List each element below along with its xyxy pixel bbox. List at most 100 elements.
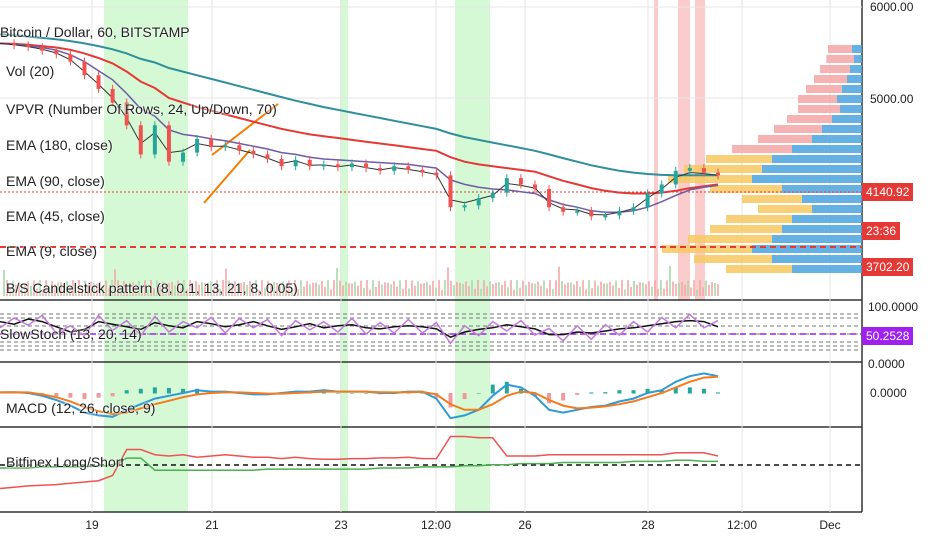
volume-bar: [324, 286, 326, 296]
candle-body: [26, 45, 31, 48]
volume-profile-bar: [828, 45, 852, 53]
candle-body: [12, 43, 17, 46]
volume-bar: [27, 281, 29, 296]
volume-bar: [414, 285, 416, 296]
volume-bar: [528, 281, 530, 296]
volume-bar: [675, 283, 677, 296]
volume-bar: [513, 289, 515, 296]
macd-histogram-bar: [12, 393, 17, 394]
volume-bar: [669, 266, 671, 296]
volume-bar: [267, 280, 269, 296]
volume-bar: [399, 280, 401, 296]
volume-profile-bar: [726, 215, 792, 223]
volume-profile-bar: [762, 165, 862, 173]
volume-bar: [405, 280, 407, 296]
legend-longshort[interactable]: Bitfinex Long/Short: [6, 454, 125, 470]
volume-profile-bar: [826, 55, 854, 63]
volume-bar: [360, 280, 362, 296]
volume-bar: [579, 286, 581, 296]
volume-bar: [309, 284, 311, 296]
legend-stoch[interactable]: SlowStoch (13, 20, 14): [0, 326, 142, 342]
legend-ema180[interactable]: EMA (180, close): [6, 137, 113, 153]
candle-body: [673, 170, 678, 185]
candle-body: [462, 205, 467, 208]
volume-bar: [93, 283, 95, 296]
volume-bar: [159, 285, 161, 296]
volume-bar: [594, 280, 596, 296]
volume-bar: [453, 284, 455, 296]
volume-bar: [633, 280, 635, 296]
volume-bar: [225, 268, 227, 296]
volume-bar: [126, 284, 128, 296]
candle-body: [476, 198, 481, 206]
volume-bar: [426, 281, 428, 296]
candle-body: [547, 189, 552, 208]
legend-bs-pattern[interactable]: B/S Candelstick pattern (8, 0.1, 13, 21,…: [6, 280, 298, 296]
volume-bar: [231, 286, 233, 296]
volume-bar: [42, 288, 44, 296]
candle-body: [279, 158, 284, 167]
candle-body: [54, 50, 59, 55]
candle-body: [321, 164, 326, 167]
legend-ema9[interactable]: EMA (9, close): [6, 243, 98, 259]
volume-bar: [282, 281, 284, 296]
volume-bar: [588, 280, 590, 296]
candle-body: [152, 125, 157, 155]
candle-body: [181, 152, 186, 162]
volume-bar: [537, 281, 539, 296]
macd-histogram-bar: [448, 393, 453, 408]
volume-bar: [303, 286, 305, 296]
volume-profile-bar: [688, 235, 772, 243]
volume-bar: [84, 280, 86, 296]
volume-bar: [204, 282, 206, 296]
red-zone: [678, 0, 690, 300]
macd-histogram-bar: [166, 387, 171, 394]
volume-bar: [234, 281, 236, 296]
macd-histogram-bar: [645, 388, 650, 394]
volume-bar: [60, 282, 62, 296]
volume-bar: [558, 266, 560, 296]
volume-bar: [156, 280, 158, 296]
volume-profile-bar: [792, 265, 862, 273]
volume-bar: [597, 285, 599, 296]
legend-ema90[interactable]: EMA (90, close): [6, 173, 105, 189]
volume-bar: [654, 280, 656, 296]
volume-bar: [243, 282, 245, 296]
current-price-tag: 4140.92: [862, 183, 914, 201]
macd-histogram-bar: [701, 388, 706, 394]
volume-bar: [288, 280, 290, 296]
volume-profile-bar: [837, 95, 862, 103]
volume-bar: [255, 280, 257, 296]
legend-vol[interactable]: Vol (20): [6, 63, 55, 79]
volume-bar: [213, 286, 215, 296]
volume-bar: [582, 280, 584, 296]
candle-body: [659, 184, 664, 194]
legend-ema45[interactable]: EMA (45, close): [6, 208, 105, 224]
macd-histogram-bar: [364, 393, 369, 394]
volume-bar: [171, 281, 173, 296]
candle-body: [293, 159, 298, 167]
volume-bar: [408, 288, 410, 296]
x-tick: 19: [85, 518, 99, 532]
volume-bar: [228, 280, 230, 296]
volume-bar: [207, 284, 209, 296]
volume-bar: [297, 289, 299, 296]
volume-bar: [540, 285, 542, 296]
volume-profile-bar: [758, 135, 812, 143]
volume-bar: [174, 285, 176, 296]
volume-bar: [711, 282, 713, 296]
volume-bar: [465, 281, 467, 296]
legend-vpvr[interactable]: VPVR (Number Of Rows, 24, Up/Down, 70): [6, 101, 277, 117]
volume-bar: [501, 284, 503, 296]
x-tick: Dec: [819, 518, 841, 532]
volume-bar: [375, 286, 377, 296]
volume-bar: [525, 285, 527, 296]
volume-bar: [468, 286, 470, 296]
volume-bar: [450, 280, 452, 296]
candle-body: [532, 184, 537, 189]
legend-macd[interactable]: MACD (12, 26, close, 9): [6, 400, 156, 416]
volume-bar: [198, 284, 200, 296]
volume-profile-bar: [854, 55, 862, 63]
volume-bar: [333, 280, 335, 296]
